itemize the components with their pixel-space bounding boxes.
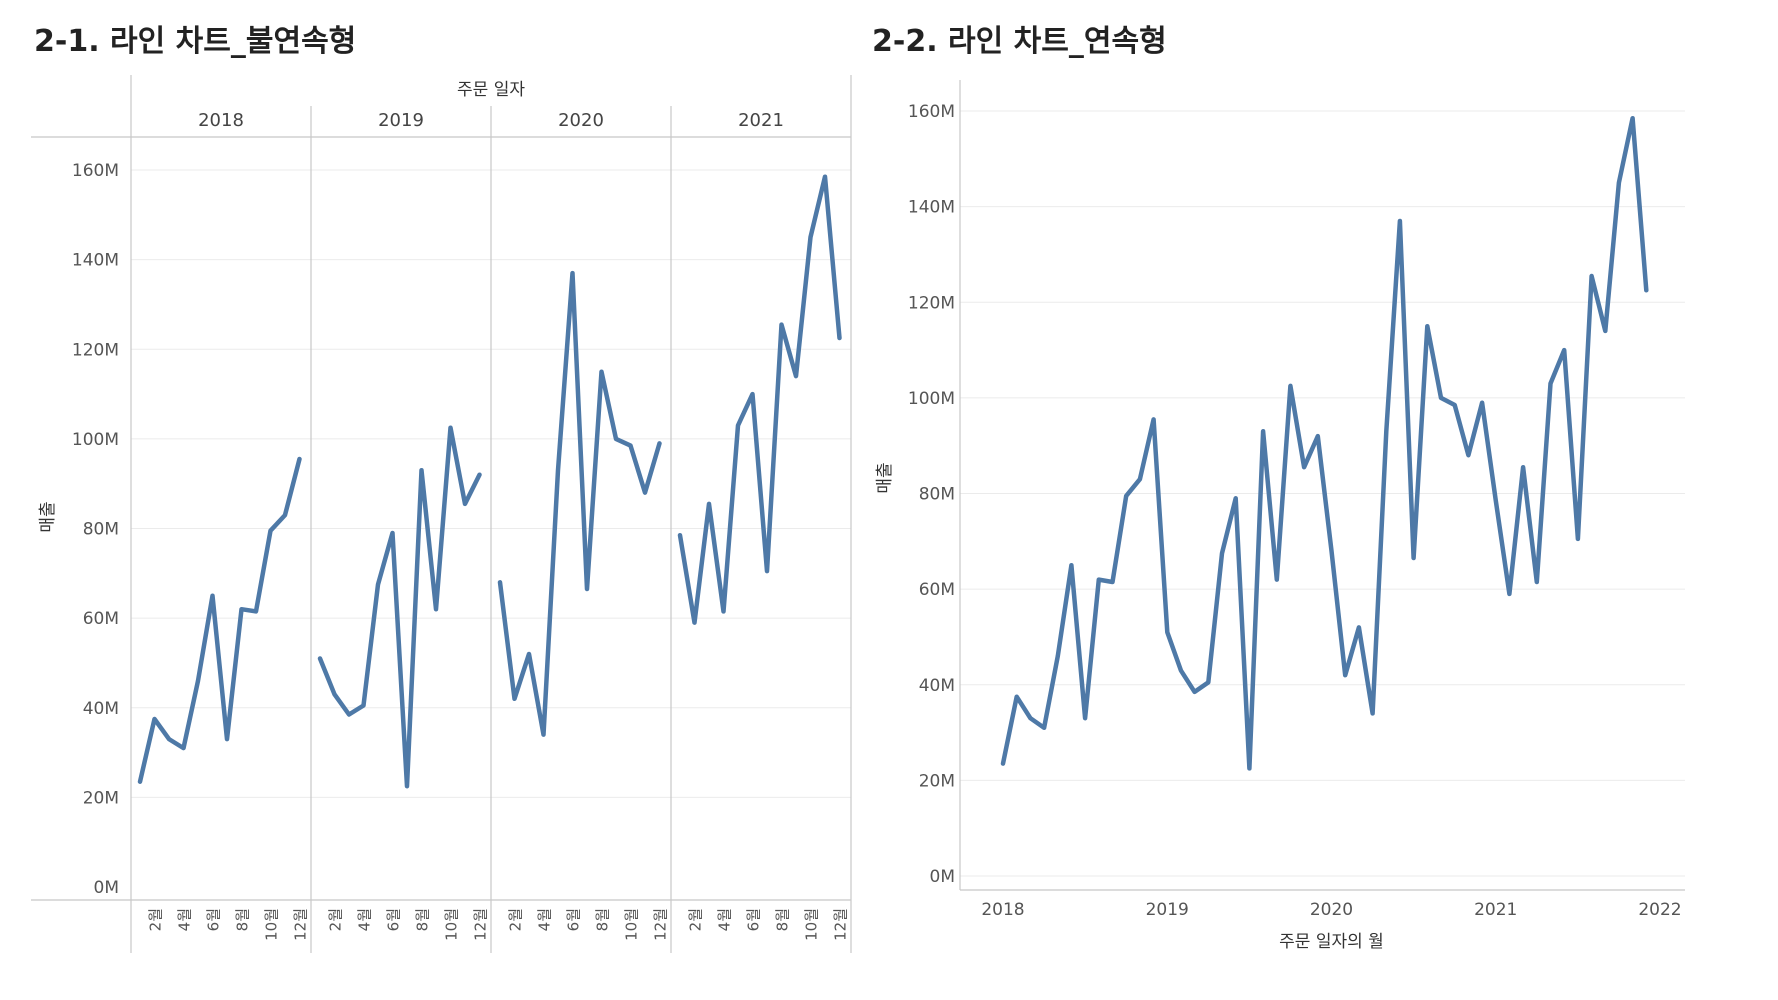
x-tick-label: 2020	[1310, 900, 1353, 920]
y-tick-label: 0M	[930, 867, 955, 887]
x-tick-label: 2021	[1474, 900, 1517, 920]
x-tick-label: 4월	[716, 908, 734, 931]
y-tick-label: 20M	[83, 788, 119, 808]
chart-title-continuous: 2-2. 라인 차트_연속형	[872, 24, 1167, 59]
panel-header-2019: 2019	[378, 110, 424, 131]
x-tick-label: 12월	[472, 908, 490, 941]
x-axis-label: 주문 일자의 월	[1279, 932, 1384, 952]
x-tick-label: 2022	[1638, 900, 1681, 920]
x-tick-label: 10월	[263, 908, 281, 941]
series-line-2020	[497, 270, 662, 737]
x-tick-label: 12월	[292, 908, 310, 941]
y-tick-label: 120M	[72, 340, 119, 360]
y-tick-label: 160M	[72, 161, 119, 181]
y-tick-label: 120M	[908, 293, 955, 313]
panel-header-2020: 2020	[558, 110, 604, 131]
column-header-label: 주문 일자	[457, 80, 525, 100]
y-tick-label: 80M	[919, 485, 955, 505]
y-tick-label: 40M	[83, 699, 119, 719]
series-line	[1000, 115, 1649, 771]
x-tick-label: 4월	[176, 908, 194, 931]
x-tick-label: 6월	[745, 908, 763, 931]
x-tick-label: 12월	[832, 908, 850, 941]
y-axis-label: 매출	[38, 501, 58, 532]
y-tick-label: 100M	[908, 389, 955, 409]
x-tick-label: 4월	[536, 908, 554, 931]
x-tick-label: 8월	[234, 908, 252, 931]
y-tick-label: 60M	[83, 609, 119, 629]
series-line-2019	[317, 425, 482, 789]
y-tick-label: 20M	[919, 771, 955, 791]
x-tick-label: 6월	[385, 908, 403, 931]
x-tick-label: 8월	[774, 908, 792, 931]
x-tick-label: 10월	[623, 908, 641, 941]
x-tick-label: 6월	[205, 908, 223, 931]
series-line-2018	[137, 456, 302, 784]
x-tick-label: 2018	[981, 900, 1024, 920]
series-line-2021	[677, 174, 842, 625]
x-tick-label: 2월	[327, 908, 345, 931]
x-tick-label: 2019	[1146, 900, 1189, 920]
x-tick-label: 12월	[652, 908, 670, 941]
x-tick-label: 2월	[507, 908, 525, 931]
x-tick-label: 8월	[594, 908, 612, 931]
y-tick-label: 140M	[908, 198, 955, 218]
x-tick-label: 8월	[414, 908, 432, 931]
y-tick-label: 40M	[919, 676, 955, 696]
y-tick-label: 80M	[83, 520, 119, 540]
x-tick-label: 2월	[147, 908, 165, 931]
y-axis-label: 매출	[875, 462, 895, 493]
x-tick-label: 10월	[803, 908, 821, 941]
x-tick-label: 4월	[356, 908, 374, 931]
y-tick-label: 100M	[72, 430, 119, 450]
y-tick-label: 140M	[72, 251, 119, 271]
panel-header-2021: 2021	[738, 110, 784, 131]
x-tick-label: 6월	[565, 908, 583, 931]
x-tick-label: 10월	[443, 908, 461, 941]
y-tick-label: 60M	[919, 580, 955, 600]
panel-header-2018: 2018	[198, 110, 244, 131]
y-tick-label: 0M	[94, 878, 119, 898]
chart-title-discrete: 2-1. 라인 차트_불연속형	[34, 24, 357, 59]
y-tick-label: 160M	[908, 102, 955, 122]
x-tick-label: 2월	[687, 908, 705, 931]
